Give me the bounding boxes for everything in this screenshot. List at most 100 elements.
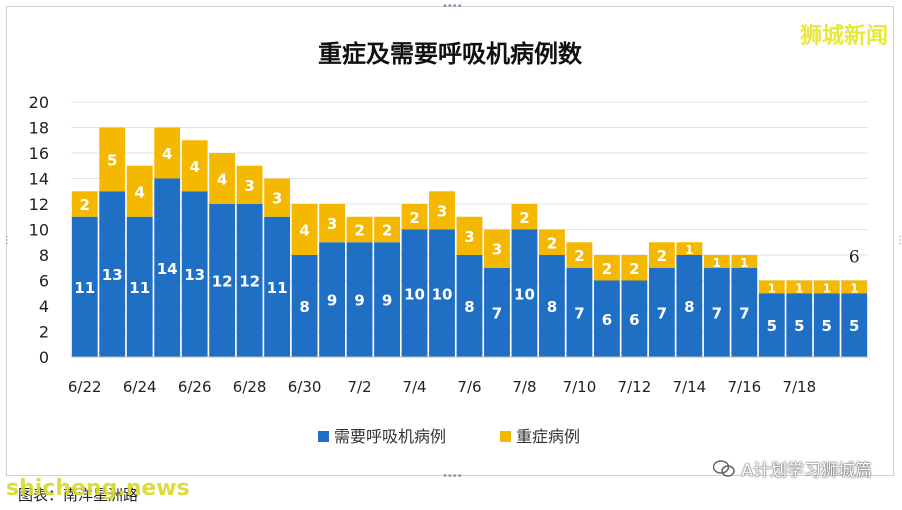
bar-ventilator xyxy=(181,191,208,357)
data-label-severe: 1 xyxy=(850,281,858,295)
x-tick-label: 6/28 xyxy=(233,378,267,396)
bar-severe xyxy=(676,242,703,255)
data-label-ventilator: 8 xyxy=(299,298,309,316)
bar-severe xyxy=(539,229,565,255)
legend: 需要呼吸机病例 重症病例 xyxy=(318,427,580,446)
annotations: 6 xyxy=(849,248,860,268)
x-tick-label: 7/6 xyxy=(457,378,481,396)
data-label-ventilator: 13 xyxy=(102,266,123,284)
bar-ventilator xyxy=(456,255,483,357)
bar-ventilator xyxy=(126,216,153,357)
bar-severe xyxy=(264,178,291,217)
bar-ventilator xyxy=(71,216,98,357)
x-tick-label: 7/2 xyxy=(347,378,371,396)
data-label-ventilator: 5 xyxy=(794,317,804,335)
data-label-ventilator: 13 xyxy=(184,266,205,284)
bar-severe xyxy=(154,127,181,179)
y-tick-label: 10 xyxy=(29,221,49,240)
wechat-icon xyxy=(713,459,736,477)
data-label-severe: 4 xyxy=(134,183,144,201)
data-label-ventilator: 11 xyxy=(129,279,150,297)
y-tick-label: 18 xyxy=(29,119,49,138)
data-label-ventilator: 5 xyxy=(767,317,777,335)
bar-severe xyxy=(126,165,153,217)
data-label-ventilator: 9 xyxy=(327,292,337,310)
bar-severe xyxy=(456,216,483,255)
bar-severe xyxy=(813,280,840,294)
data-label-ventilator: 6 xyxy=(629,311,639,329)
y-tick-label: 0 xyxy=(39,348,49,367)
data-label-severe: 1 xyxy=(713,256,721,270)
bar-ventilator xyxy=(648,267,675,357)
x-tick-label: 7/8 xyxy=(512,378,536,396)
resize-handle-bottom[interactable]: •••• xyxy=(442,471,463,482)
data-label-ventilator: 6 xyxy=(602,311,612,329)
data-label-severe: 2 xyxy=(602,260,612,278)
data-label-ventilator: 14 xyxy=(157,260,178,278)
bar-ventilator xyxy=(346,242,373,357)
data-label-ventilator: 7 xyxy=(739,304,749,322)
bar-severe xyxy=(429,191,455,230)
wechat-account: A计划学习狮城篇 xyxy=(713,456,872,481)
data-label-severe: 1 xyxy=(795,281,803,295)
bar-severe xyxy=(758,280,785,294)
data-label-severe: 1 xyxy=(823,281,831,295)
data-label-severe: 1 xyxy=(768,281,776,295)
bar-ventilator xyxy=(429,229,455,357)
bar-severe xyxy=(621,255,648,281)
y-tick-label: 20 xyxy=(29,93,49,112)
bar-ventilator xyxy=(236,204,263,357)
x-tick-label: 6/22 xyxy=(68,378,102,396)
bar-ventilator xyxy=(813,293,840,357)
bar-ventilator xyxy=(786,293,813,357)
x-axis-ticks: 6/22 6/24 6/26 6/28 6/30 7/2 7/4 7/6 7/8 7/10 7/12… xyxy=(68,378,816,396)
bar-severe xyxy=(786,280,813,294)
resize-handle-top[interactable]: •••• xyxy=(442,1,463,12)
bar-severe xyxy=(648,242,675,268)
data-label-severe: 3 xyxy=(492,241,502,259)
bar-ventilator xyxy=(621,280,648,357)
bar-severe xyxy=(374,216,400,243)
data-label-ventilator: 7 xyxy=(492,304,502,322)
data-label-severe: 4 xyxy=(162,145,172,163)
wechat-label: A计划学习狮城篇 xyxy=(741,461,872,481)
x-tick-label: 6/26 xyxy=(178,378,212,396)
data-label-severe: 2 xyxy=(547,234,557,252)
data-label-ventilator: 5 xyxy=(822,317,832,335)
y-tick-label: 6 xyxy=(39,272,49,291)
x-tick-label: 6/30 xyxy=(288,378,322,396)
data-label-ventilator: 12 xyxy=(239,273,260,291)
bar-ventilator xyxy=(676,255,703,357)
data-label-ventilator: 8 xyxy=(684,298,694,316)
data-label-ventilator: 9 xyxy=(354,292,364,310)
bar-ventilator xyxy=(374,242,400,357)
data-label-severe: 2 xyxy=(80,196,90,214)
data-label-severe: 2 xyxy=(629,260,639,278)
resize-handle-right[interactable]: ⋮ xyxy=(895,235,902,246)
legend-label-severe: 重症病例 xyxy=(516,427,580,446)
annotation-total: 6 xyxy=(849,248,860,268)
data-label-severe: 2 xyxy=(519,209,529,227)
bar-severe xyxy=(71,191,98,217)
bar-severe xyxy=(346,216,373,243)
data-label-ventilator: 7 xyxy=(657,304,667,322)
bar-ventilator xyxy=(154,178,181,357)
bar-severe xyxy=(209,153,236,204)
bar-severe xyxy=(181,140,208,192)
data-label-severe: 3 xyxy=(464,228,474,246)
bar-severe xyxy=(593,255,620,281)
y-tick-label: 14 xyxy=(29,170,49,189)
bar-ventilator xyxy=(319,242,346,357)
y-tick-label: 12 xyxy=(29,195,49,214)
data-label-severe: 2 xyxy=(354,222,364,240)
bar-severe xyxy=(703,255,730,268)
data-label-ventilator: 10 xyxy=(514,285,535,303)
watermark-bottom: shicheng.news xyxy=(6,476,190,501)
data-label-severe: 3 xyxy=(327,215,337,233)
y-tick-label: 16 xyxy=(29,144,49,163)
bar-ventilator xyxy=(703,267,730,357)
data-label-severe: 4 xyxy=(299,222,309,240)
y-tick-label: 8 xyxy=(39,246,49,265)
data-label-severe: 4 xyxy=(189,158,199,176)
data-label-ventilator: 12 xyxy=(212,273,233,291)
